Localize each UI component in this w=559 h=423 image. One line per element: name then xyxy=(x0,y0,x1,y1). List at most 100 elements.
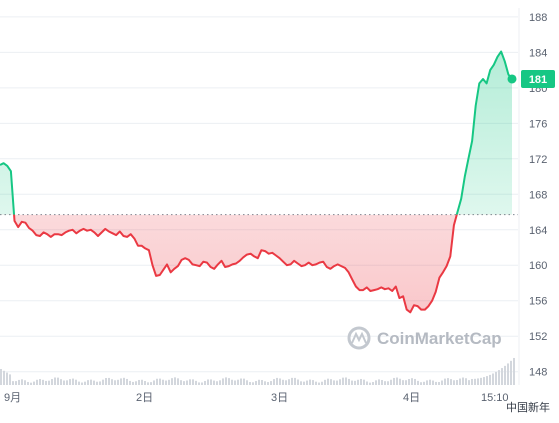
volume-bar xyxy=(423,381,425,385)
volume-bar xyxy=(315,381,317,385)
volume-bar xyxy=(507,363,509,385)
volume-bar xyxy=(18,379,20,385)
volume-bar xyxy=(348,378,350,385)
volume-bar xyxy=(180,380,182,385)
volume-bar xyxy=(351,380,353,385)
volume-bar xyxy=(375,380,377,385)
volume-bar xyxy=(309,379,311,385)
volume-bar xyxy=(108,377,110,385)
volume-bar xyxy=(96,381,98,385)
volume-bar xyxy=(57,377,59,385)
volume-bar xyxy=(39,379,41,385)
volume-bar xyxy=(297,379,299,385)
volume-bar xyxy=(330,379,332,385)
volume-bar xyxy=(258,379,260,385)
volume-bar xyxy=(234,380,236,385)
volume-bars xyxy=(0,357,515,385)
x-tick-label: 2日 xyxy=(136,392,153,404)
volume-bar xyxy=(231,379,233,385)
volume-bar xyxy=(306,380,308,385)
volume-bar xyxy=(321,381,323,385)
volume-bar xyxy=(468,380,470,385)
volume-bar xyxy=(84,381,86,385)
volume-bar xyxy=(369,382,371,385)
current-price-value: 181 xyxy=(529,74,547,86)
volume-bar xyxy=(60,379,62,385)
volume-bar xyxy=(117,379,119,385)
y-tick-label: 188 xyxy=(529,12,547,24)
volume-bar xyxy=(126,378,128,385)
volume-bar xyxy=(273,379,275,385)
volume-bar xyxy=(498,370,500,385)
volume-bar xyxy=(216,381,218,385)
volume-bar xyxy=(327,378,329,385)
volume-bar xyxy=(387,381,389,385)
volume-bar xyxy=(138,379,140,385)
volume-bar xyxy=(36,379,38,385)
volume-bar xyxy=(114,380,116,385)
volume-bar xyxy=(408,379,410,385)
volume-bar xyxy=(63,380,65,385)
volume-bar xyxy=(504,365,506,385)
volume-bar xyxy=(390,379,392,385)
volume-bar xyxy=(480,377,482,385)
current-price-badge: 181 xyxy=(521,69,555,88)
volume-bar xyxy=(324,379,326,385)
volume-bar xyxy=(102,379,104,385)
volume-bar xyxy=(483,377,485,385)
volume-bar xyxy=(12,381,14,385)
volume-bar xyxy=(360,378,362,385)
volume-bar xyxy=(450,379,452,385)
watermark-text: CoinMarketCap xyxy=(377,329,502,348)
volume-bar xyxy=(438,382,440,385)
volume-bar xyxy=(384,381,386,385)
volume-bar xyxy=(156,378,158,385)
volume-bar xyxy=(513,357,515,385)
volume-bar xyxy=(414,378,416,385)
volume-bar xyxy=(243,378,245,385)
volume-bar xyxy=(105,377,107,385)
volume-bar xyxy=(252,382,254,385)
volume-bar xyxy=(381,379,383,385)
volume-bar xyxy=(444,378,446,385)
volume-bar xyxy=(285,380,287,385)
volume-bar xyxy=(237,379,239,385)
x-tick-label: 9月 xyxy=(4,392,21,404)
area-fill-below-baseline xyxy=(0,214,512,313)
y-tick-label: 172 xyxy=(529,154,547,166)
volume-bar xyxy=(363,379,365,385)
corner-label: 中国新年 xyxy=(506,400,550,414)
volume-bar xyxy=(441,380,443,385)
volume-bar xyxy=(189,379,191,385)
volume-bar xyxy=(45,380,47,385)
volume-bar xyxy=(141,379,143,385)
volume-bar xyxy=(66,380,68,385)
x-axis-labels: 9月 2日 3日 4日 15:10 xyxy=(4,392,509,404)
volume-bar xyxy=(429,379,431,385)
volume-bar xyxy=(405,380,407,385)
volume-bar xyxy=(264,381,266,385)
volume-bar xyxy=(411,378,413,385)
volume-bar xyxy=(420,382,422,385)
volume-bar xyxy=(255,381,257,385)
x-tick-label: 4日 xyxy=(403,392,420,404)
volume-bar xyxy=(165,380,167,385)
volume-bar xyxy=(501,368,503,385)
volume-bar xyxy=(261,379,263,385)
volume-bar xyxy=(135,381,137,385)
volume-bar xyxy=(159,378,161,385)
volume-bar xyxy=(426,380,428,385)
volume-bar xyxy=(417,380,419,385)
volume-bar xyxy=(228,378,230,385)
volume-bar xyxy=(144,380,146,385)
volume-bar xyxy=(147,382,149,385)
volume-bar xyxy=(240,378,242,385)
y-tick-label: 152 xyxy=(529,331,547,343)
volume-bar xyxy=(129,380,131,385)
volume-bar xyxy=(33,381,35,385)
volume-bar xyxy=(336,380,338,385)
volume-bar xyxy=(42,379,44,385)
volume-bar xyxy=(69,379,71,385)
